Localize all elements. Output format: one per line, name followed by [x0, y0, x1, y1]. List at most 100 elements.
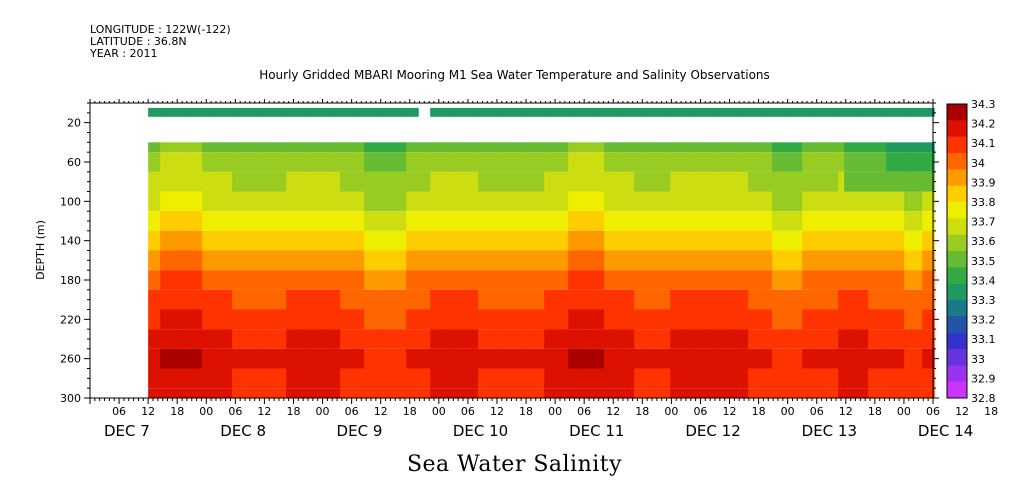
colorbar-label: 33.7 [971, 216, 996, 229]
heatmap-cell [484, 250, 491, 271]
heatmap-cell [682, 152, 689, 172]
heatmap-cell [358, 142, 365, 153]
heatmap-cell [598, 142, 605, 153]
heatmap-cell [754, 250, 761, 271]
heatmap-cell [712, 107, 719, 117]
heatmap-cell [274, 368, 281, 389]
heatmap-cell [616, 270, 623, 290]
heatmap-cell [892, 152, 899, 172]
heatmap-cell [538, 107, 545, 117]
heatmap-cell [424, 250, 431, 271]
heatmap-cell [730, 142, 737, 153]
heatmap-cell [418, 329, 425, 349]
heatmap-cell [556, 171, 563, 192]
heatmap-cell [604, 191, 611, 212]
heatmap-cell [682, 348, 689, 369]
heatmap-cell [850, 142, 857, 153]
heatmap-cell [754, 388, 761, 398]
heatmap-cell [796, 191, 803, 212]
heatmap-cell [664, 329, 671, 349]
heatmap-cell [298, 368, 305, 389]
heatmap-cell [706, 270, 713, 290]
heatmap-cell [274, 191, 281, 212]
x-hour-tick-label: 06 [228, 405, 242, 418]
heatmap-cell [388, 388, 395, 398]
heatmap-cell [346, 230, 353, 251]
heatmap-cell [892, 329, 899, 349]
heatmap-cell [478, 191, 485, 212]
heatmap-cell [826, 289, 833, 310]
heatmap-cell [496, 142, 503, 153]
heatmap-cell [430, 230, 437, 251]
colorbar: 34.334.234.13433.933.833.733.633.533.433… [946, 98, 996, 405]
heatmap-cell [928, 388, 935, 398]
heatmap-cell [754, 142, 761, 153]
heatmap-cell [148, 230, 155, 251]
heatmap-cell [856, 152, 863, 172]
heatmap-cell [496, 388, 503, 398]
heatmap-cell [184, 348, 191, 369]
heatmap-cell [322, 171, 329, 192]
heatmap-cell [262, 250, 269, 271]
heatmap-cell [376, 152, 383, 172]
heatmap-cell [760, 191, 767, 212]
heatmap-cell [868, 230, 875, 251]
heatmap-cell [376, 270, 383, 290]
heatmap-cell [838, 142, 845, 153]
heatmap-cell [394, 388, 401, 398]
heatmap-cell [472, 250, 479, 271]
heatmap-cell [310, 211, 317, 231]
heatmap-cell [730, 348, 737, 369]
heatmap-cell [856, 230, 863, 251]
heatmap-cell [784, 171, 791, 192]
heatmap-cell [916, 270, 923, 290]
heatmap-cell [268, 309, 275, 330]
heatmap-cell [772, 388, 779, 398]
heatmap-cell [448, 230, 455, 251]
heatmap-cell [580, 250, 587, 271]
heatmap-cell [730, 309, 737, 330]
heatmap-cell [388, 107, 395, 117]
heatmap-cell [568, 388, 575, 398]
heatmap-cell [910, 171, 917, 192]
heatmap-cell [616, 142, 623, 153]
x-hour-tick-label: 12 [839, 405, 853, 418]
heatmap-cell [826, 211, 833, 231]
year-label: YEAR : 2011 [90, 47, 158, 60]
heatmap-cell [250, 309, 257, 330]
heatmap-cell [184, 289, 191, 310]
heatmap-cell [376, 250, 383, 271]
heatmap-cell [454, 289, 461, 310]
heatmap-cell [292, 191, 299, 212]
heatmap-cell [526, 388, 533, 398]
heatmap-cell [592, 230, 599, 251]
y-tick-label: 100 [60, 195, 81, 208]
heatmap-cell [700, 348, 707, 369]
heatmap-cell [640, 142, 647, 153]
heatmap-cell [256, 388, 263, 398]
heatmap-cell [430, 107, 437, 117]
heatmap-cell [340, 107, 347, 117]
heatmap-cell [616, 289, 623, 310]
heatmap-cell [748, 329, 755, 349]
heatmap-cell [214, 107, 221, 117]
heatmap-cell [208, 348, 215, 369]
heatmap-cell [334, 142, 341, 153]
x-day-label: DEC 7 [104, 422, 150, 440]
heatmap-cell [874, 152, 881, 172]
heatmap-cell [616, 368, 623, 389]
heatmap-cell [640, 309, 647, 330]
heatmap-cell [928, 368, 935, 389]
heatmap-cell [154, 211, 161, 231]
heatmap-cell [802, 191, 809, 212]
heatmap-cell [838, 329, 845, 349]
heatmap-cell [532, 142, 539, 153]
heatmap-cell [916, 309, 923, 330]
heatmap-cell [754, 368, 761, 389]
heatmap-cell [496, 211, 503, 231]
heatmap-cell [622, 289, 629, 310]
heatmap-cell [604, 329, 611, 349]
heatmap-cell [748, 309, 755, 330]
heatmap-cell [574, 211, 581, 231]
heatmap-cell [460, 152, 467, 172]
